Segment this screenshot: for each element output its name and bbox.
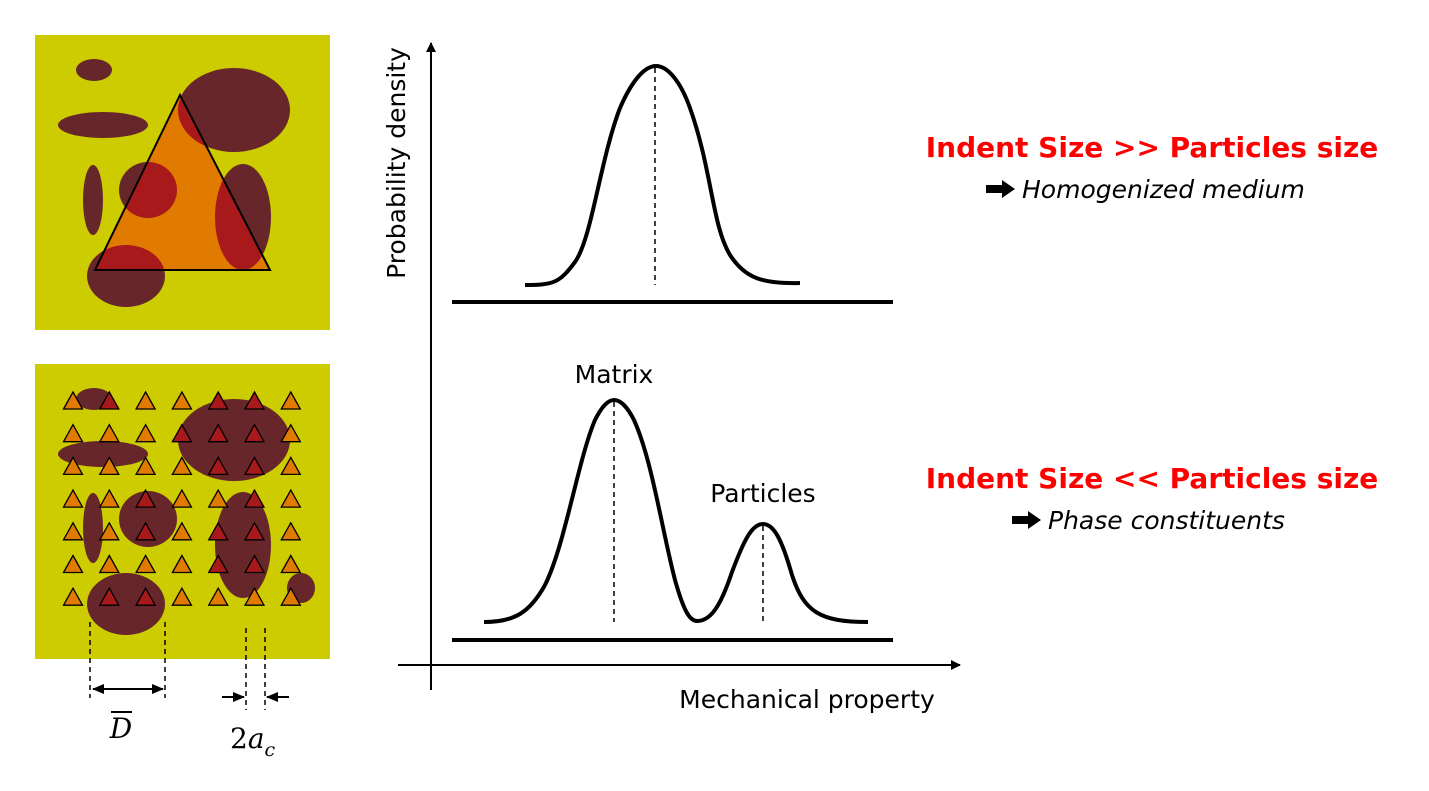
small-indent-triangle <box>280 488 302 508</box>
right-arrow-icon <box>1012 511 1041 529</box>
small-indent-triangle <box>280 456 302 476</box>
dimension-markers <box>89 622 289 710</box>
small-indent-triangle <box>280 521 302 541</box>
small-indent-triangle <box>62 521 84 541</box>
small-indent-triangle <box>171 521 193 541</box>
small-indent-triangle <box>280 423 302 443</box>
unimodal-curve <box>524 64 801 287</box>
right-arrow-icon <box>986 180 1015 198</box>
matrix-peak-label: Matrix <box>575 360 654 389</box>
particles-peak-label: Particles <box>710 479 815 508</box>
small-indent-triangle <box>207 390 229 410</box>
small-indent-triangle <box>243 521 266 541</box>
small-indent-triangle <box>98 554 120 574</box>
small-indent-triangle <box>207 488 229 508</box>
particles-bottom <box>58 388 315 635</box>
small-indent-triangle <box>207 423 229 443</box>
small-indent-triangle <box>62 586 84 606</box>
bimodal-curve <box>483 398 869 624</box>
small-indent-triangle <box>98 423 120 443</box>
small-indent-triangle <box>62 554 84 574</box>
particle <box>178 68 290 152</box>
annotation-heading: Indent Size << Particles size <box>926 462 1379 495</box>
small-indent-triangle <box>98 488 120 508</box>
small-indent-triangle <box>134 390 157 410</box>
small-indent-triangle <box>280 586 302 606</box>
x-axis-label: Mechanical property <box>679 685 935 714</box>
small-indent-triangle <box>62 390 84 410</box>
small-indent-triangle <box>134 423 157 443</box>
annotation-heading: Indent Size >> Particles size <box>926 131 1379 164</box>
annotation-result: Homogenized medium <box>1022 175 1305 204</box>
small-indent-triangle <box>98 521 120 541</box>
y-axis-label: Probability density <box>382 47 411 279</box>
particle <box>178 399 290 481</box>
small-indent-grid-panel <box>35 364 330 659</box>
small-indent-triangle <box>62 423 84 443</box>
small-indent-grid <box>62 390 302 606</box>
small-indent-triangle <box>171 423 193 443</box>
small-indent-triangle <box>98 456 120 476</box>
small-indent-triangle <box>134 554 157 574</box>
small-indent-triangle <box>171 488 193 508</box>
large-indent-outline <box>93 92 272 271</box>
small-indent-triangle <box>134 521 157 541</box>
small-indent-triangle <box>62 456 84 476</box>
small-indent-triangle <box>207 521 229 541</box>
small-indent-triangle <box>98 390 120 410</box>
particle <box>83 493 103 563</box>
small-indent-triangle <box>243 456 266 476</box>
annotation-bottom: Indent Size << Particles size Phase cons… <box>926 462 1379 535</box>
small-indent-triangle <box>280 390 302 410</box>
particle <box>215 492 271 598</box>
annotation-result: Phase constituents <box>1048 506 1285 535</box>
particle <box>58 441 148 467</box>
particle <box>76 59 112 81</box>
small-indent-triangle <box>243 390 266 410</box>
small-indent-triangle <box>207 554 229 574</box>
matrix-background <box>35 364 330 659</box>
small-indent-triangle <box>280 554 302 574</box>
small-indent-triangle <box>134 456 157 476</box>
large-indent-panel <box>35 35 330 330</box>
particle <box>58 112 148 138</box>
small-indent-triangle <box>98 586 120 606</box>
graph: Probability density Mechanical property … <box>382 42 961 714</box>
small-indent-triangle <box>171 456 193 476</box>
small-indent-triangle <box>243 423 266 443</box>
annotation-top: Indent Size >> Particles size Homogenize… <box>926 131 1379 204</box>
indent-size-label: 2ac <box>230 722 276 761</box>
small-indent-triangle <box>243 488 266 508</box>
small-indent-triangle <box>134 488 157 508</box>
small-indent-triangle <box>134 586 157 606</box>
small-indent-triangle <box>171 390 193 410</box>
small-indent-triangle <box>171 554 193 574</box>
small-indent-triangle <box>62 488 84 508</box>
particle-diameter-label: D <box>109 712 132 745</box>
small-indent-triangle <box>207 586 229 606</box>
small-indent-triangle <box>243 554 266 574</box>
particle <box>119 491 177 547</box>
small-indent-triangle <box>207 456 229 476</box>
particle <box>83 165 103 235</box>
small-indent-triangle <box>243 586 266 606</box>
small-indent-triangle <box>171 586 193 606</box>
